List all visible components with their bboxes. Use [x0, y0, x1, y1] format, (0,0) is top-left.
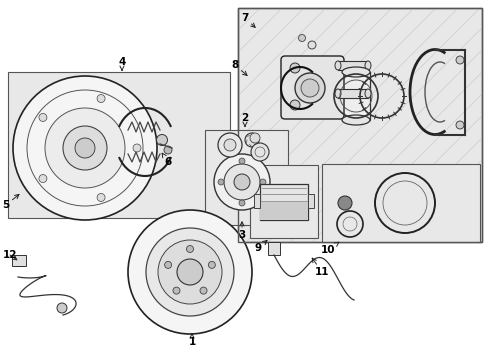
Circle shape — [249, 133, 260, 143]
Circle shape — [128, 210, 251, 334]
Bar — [267, 242, 280, 255]
Bar — [238, 8, 481, 242]
Circle shape — [57, 303, 67, 313]
Circle shape — [234, 174, 249, 190]
Circle shape — [244, 133, 259, 147]
Text: 11: 11 — [312, 258, 328, 277]
Circle shape — [214, 154, 269, 210]
Circle shape — [158, 240, 222, 304]
Text: 8: 8 — [231, 60, 246, 76]
Bar — [238, 8, 481, 242]
Bar — [204, 130, 287, 225]
Text: 7: 7 — [241, 13, 255, 27]
Text: 6: 6 — [162, 153, 171, 167]
Circle shape — [45, 108, 125, 188]
Text: 5: 5 — [2, 194, 19, 210]
Circle shape — [156, 135, 167, 145]
Circle shape — [294, 73, 325, 103]
Circle shape — [177, 259, 203, 285]
Circle shape — [289, 63, 299, 73]
Circle shape — [200, 287, 206, 294]
Circle shape — [250, 143, 268, 161]
Circle shape — [164, 261, 171, 269]
Text: 3: 3 — [238, 222, 245, 240]
Ellipse shape — [341, 115, 369, 125]
Circle shape — [218, 179, 224, 185]
Bar — [249, 165, 317, 238]
Circle shape — [63, 126, 107, 170]
Bar — [260, 201, 307, 220]
Bar — [341, 72, 369, 120]
Circle shape — [146, 228, 234, 316]
Ellipse shape — [341, 67, 369, 77]
Bar — [253, 194, 260, 208]
Circle shape — [260, 179, 265, 185]
Circle shape — [298, 35, 305, 41]
Circle shape — [218, 133, 242, 157]
Circle shape — [337, 196, 351, 210]
Bar — [321, 164, 479, 242]
Circle shape — [186, 246, 193, 252]
Bar — [260, 184, 307, 220]
Text: 12: 12 — [3, 250, 17, 260]
Circle shape — [224, 139, 236, 151]
Ellipse shape — [364, 89, 370, 98]
Circle shape — [307, 41, 315, 49]
Circle shape — [301, 79, 318, 97]
Circle shape — [163, 146, 172, 154]
Circle shape — [39, 113, 47, 121]
Text: 9: 9 — [254, 240, 266, 253]
Circle shape — [455, 56, 463, 64]
Text: 4: 4 — [118, 57, 125, 70]
Ellipse shape — [364, 61, 370, 70]
Text: 1: 1 — [188, 334, 195, 347]
Circle shape — [289, 100, 299, 110]
Circle shape — [39, 175, 47, 183]
Ellipse shape — [334, 89, 340, 98]
Circle shape — [173, 287, 180, 294]
Text: 2: 2 — [241, 113, 248, 126]
Bar — [8, 72, 229, 218]
FancyBboxPatch shape — [281, 56, 343, 119]
Circle shape — [75, 138, 95, 158]
Bar — [337, 61, 367, 70]
Circle shape — [208, 261, 215, 269]
Circle shape — [239, 200, 244, 206]
Bar — [307, 194, 313, 208]
Circle shape — [13, 76, 157, 220]
Circle shape — [97, 95, 105, 103]
Circle shape — [97, 193, 105, 202]
Bar — [337, 89, 367, 98]
Circle shape — [133, 144, 141, 152]
Text: 10: 10 — [320, 242, 338, 255]
Bar — [12, 255, 26, 266]
Circle shape — [455, 121, 463, 129]
Ellipse shape — [334, 61, 340, 70]
Circle shape — [239, 158, 244, 164]
Circle shape — [224, 164, 260, 200]
